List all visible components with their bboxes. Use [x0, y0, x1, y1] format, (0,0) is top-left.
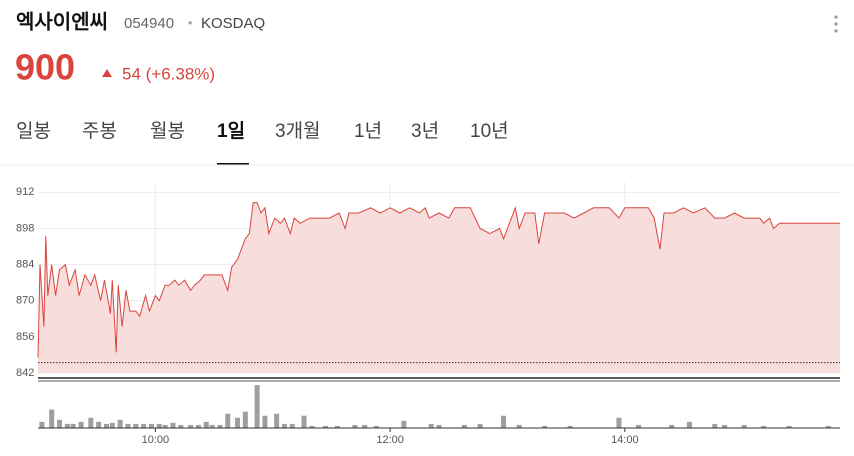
tab[interactable]: 1일 — [217, 120, 245, 142]
volume-bar — [70, 423, 76, 428]
tab[interactable]: 일봉 — [16, 120, 51, 142]
stock-name: 엑사이엔씨 — [16, 10, 108, 33]
volume-bar — [323, 425, 329, 428]
volume-bar — [761, 425, 767, 428]
stock-code: 054940 — [124, 15, 174, 32]
volume-bar — [262, 415, 268, 428]
volume-bar — [242, 411, 248, 428]
volume-bar — [567, 425, 573, 428]
volume-bar — [722, 424, 728, 428]
volume-bar — [741, 424, 747, 428]
price-area — [38, 202, 840, 373]
volume-bar — [477, 423, 483, 428]
menu-button[interactable] — [834, 15, 838, 33]
tab[interactable]: 1년 — [354, 120, 382, 142]
volume-bar — [542, 425, 548, 428]
volume-bar — [274, 413, 280, 428]
volume-bar — [352, 424, 358, 428]
volume-bar — [225, 413, 231, 428]
volume-bar — [64, 423, 70, 428]
volume-bar — [501, 415, 507, 428]
up-arrow — [102, 69, 112, 77]
tab[interactable]: 3년 — [411, 120, 439, 142]
y-tick-label: 898 — [16, 222, 34, 234]
volume-bar — [156, 423, 162, 428]
volume-bar — [170, 422, 176, 428]
volume-bar — [141, 423, 147, 428]
volume-bar — [148, 423, 154, 428]
volume-bar — [712, 423, 718, 428]
volume-bar — [39, 421, 45, 428]
volume-bar — [235, 417, 241, 428]
y-tick-label: 912 — [16, 186, 34, 198]
x-tick-label: 10:00 — [142, 434, 170, 446]
y-tick-label: 884 — [16, 259, 34, 271]
x-tick-label: 12:00 — [376, 434, 404, 446]
volume-bar — [162, 424, 168, 428]
volume-bar — [825, 425, 831, 428]
volume-bar — [428, 423, 434, 428]
y-tick-label: 870 — [16, 295, 34, 307]
separator: • — [188, 16, 192, 30]
volume-bar — [178, 424, 184, 428]
volume-bar — [254, 385, 260, 428]
volume-bar — [461, 424, 467, 428]
y-tick-label: 856 — [16, 331, 34, 343]
price-change: 54 (+6.38%) — [122, 64, 215, 83]
volume-bar — [78, 421, 84, 428]
volume-bar — [195, 424, 201, 428]
volume-bar — [301, 415, 307, 428]
volume-bar — [334, 425, 340, 428]
tab[interactable]: 10년 — [470, 120, 509, 142]
volume-bar — [309, 425, 315, 428]
x-tick-label: 14:00 — [611, 434, 639, 446]
volume-bar — [436, 424, 442, 428]
volume-bar — [96, 421, 102, 428]
volume-bar — [281, 423, 287, 428]
volume-bar — [289, 423, 295, 428]
volume-bar — [133, 423, 139, 428]
volume-bar — [103, 423, 109, 428]
volume-bar — [188, 424, 194, 428]
volume-bar — [49, 409, 55, 428]
volume-bar — [88, 417, 94, 428]
volume-bar — [686, 421, 692, 428]
volume-bar — [669, 424, 675, 428]
volume-bar — [209, 424, 215, 428]
volume-bar — [203, 421, 209, 428]
y-tick-label: 842 — [16, 367, 34, 379]
volume-bar — [362, 424, 368, 428]
volume-bar — [516, 424, 522, 428]
tab[interactable]: 주봉 — [82, 121, 117, 142]
volume-bar — [616, 417, 622, 428]
tab-bar: 일봉 주봉 월봉 1일 3개월 1년 3년 10년 — [16, 120, 509, 165]
volume-bar — [109, 422, 115, 428]
volume-bar — [373, 425, 379, 428]
volume-bar — [57, 419, 63, 428]
tab[interactable]: 월봉 — [150, 120, 185, 142]
volume-bar — [786, 425, 792, 428]
price: 900 — [15, 47, 75, 88]
volume-bar — [401, 420, 407, 428]
price-line — [37, 202, 840, 358]
tab[interactable]: 3개월 — [275, 120, 321, 142]
market: KOSDAQ — [201, 15, 265, 32]
volume-bar — [125, 423, 131, 428]
volume-bar — [636, 424, 642, 428]
volume-bar — [217, 424, 223, 428]
volume-bar — [117, 419, 123, 428]
